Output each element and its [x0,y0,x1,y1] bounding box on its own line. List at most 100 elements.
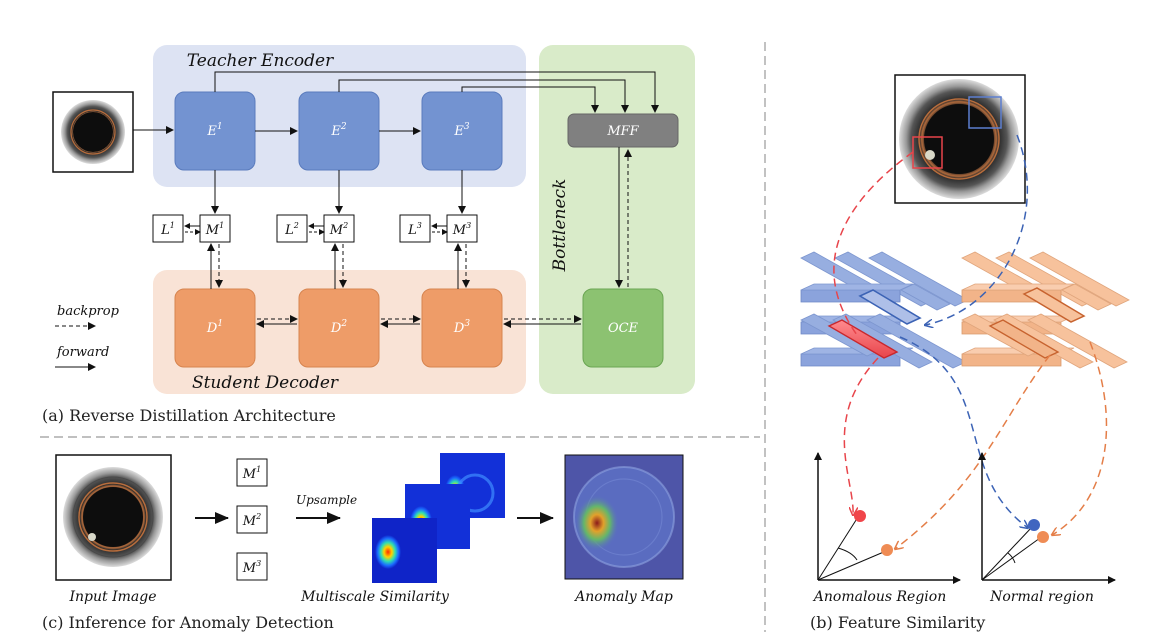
svg-text:M1: M1 [242,465,261,482]
d1-base: D [206,321,218,336]
oce-label: OCE [608,321,639,336]
anomaly-map [564,454,684,580]
input-image [55,454,172,581]
decoder-d3: D3 [421,288,503,368]
panel-c-caption: (c) Inference for Anomaly Detection [42,613,334,632]
orange-highlight-bottom [988,319,1060,359]
m3-block: M3 [446,214,478,243]
inference-m1: M1 [236,458,268,487]
encoder-e1: E1 [174,91,256,171]
e1-sup: 1 [217,122,223,132]
e3-base: E [453,124,464,139]
svg-text:L1: L1 [160,221,175,238]
input-image-label: Input Image [68,589,156,605]
svg-text:D1: D1 [206,319,223,336]
highlight-bar-normal [858,289,922,325]
input-thumbnail [52,91,134,173]
blue-connector-top [925,134,1029,325]
l1-base: L [160,223,170,238]
svg-text:D3: D3 [453,319,470,336]
anomalous-student-point [881,544,893,556]
m3-sup: 3 [466,221,471,230]
normal-student-point [1037,531,1049,543]
highlight-bar-anomalous [827,319,899,359]
multiscale-label: Multiscale Similarity [300,589,450,605]
inf-m2-sup: 2 [255,512,261,521]
upsample-label: Upsample [296,493,357,507]
svg-text:M3: M3 [452,221,471,238]
svg-text:M1: M1 [205,221,224,238]
inference-m2: M2 [236,505,268,534]
l2-block: L2 [276,214,308,243]
mff-label: MFF [606,124,639,139]
l2-sup: 2 [293,221,299,230]
d1-sup: 1 [217,319,223,329]
d2-base: D [330,321,342,336]
orange-highlight-top [1022,287,1086,323]
panel-b-caption: (b) Feature Similarity [810,613,985,632]
query-image [894,74,1026,204]
heatmap-scale-1 [372,518,437,583]
anomaly-map-label: Anomaly Map [573,589,673,605]
blue-connector-bottom [899,336,1028,528]
e2-base: E [330,124,341,139]
l3-sup: 3 [417,221,422,230]
svg-text:M2: M2 [329,221,348,238]
decoder-d1: D1 [174,288,256,368]
student-feature-grid [961,251,1130,369]
l3-base: L [407,223,417,238]
m2-base: M [329,223,344,238]
d3-sup: 3 [464,319,470,329]
d3-base: D [453,321,465,336]
inf-m3-sup: 3 [256,559,261,568]
decoder-d2: D2 [298,288,380,368]
d2-sup: 2 [340,319,347,329]
svg-text:E2: E2 [330,122,347,139]
l1-sup: 1 [170,221,175,230]
m2-block: M2 [323,214,355,243]
m2-sup: 2 [342,221,348,230]
e3-sup: 3 [464,122,470,132]
m1-base: M [205,223,220,238]
e1-base: E [206,124,217,139]
panel-feature-similarity: Anomalous Region Normal region (b) Featu… [800,74,1130,632]
teacher-feature-grid [800,251,969,369]
student-decoder-title: Student Decoder [192,373,339,393]
m1-sup: 1 [219,221,224,230]
m1-block: M1 [199,214,231,243]
inf-m2-base: M [242,514,257,529]
svg-text:E3: E3 [453,122,470,139]
legend-backprop-label: backprop [57,304,120,319]
normal-teacher-point [1028,519,1040,531]
red-connector-top [833,151,914,336]
orange-connector-left [895,354,1051,549]
inf-m3-base: M [242,561,257,576]
svg-text:E1: E1 [206,122,222,139]
normal-vector-plot [978,452,1116,584]
inference-m3: M3 [236,552,268,581]
svg-text:D2: D2 [330,319,347,336]
legend-forward-label: forward [56,345,109,360]
encoder-e3: E3 [421,91,503,171]
svg-text:L2: L2 [284,221,299,238]
normal-region-label: Normal region [989,589,1094,605]
teacher-encoder-title: Teacher Encoder [187,51,334,71]
normal-region-box [968,96,1002,129]
panel-a-caption: (a) Reverse Distillation Architecture [42,406,336,425]
mff-block: MFF [567,113,679,148]
panel-inference: Input Image M1 M2 M3 Upsample [42,453,684,632]
red-connector-bottom [843,357,879,515]
bottleneck-title: Bottleneck [550,179,570,273]
m3-base: M [452,223,467,238]
svg-text:M2: M2 [242,512,261,529]
svg-text:L3: L3 [407,221,422,238]
inf-m1-sup: 1 [256,465,261,474]
panel-reverse-distillation: Teacher Encoder Student Decoder Bottlene… [42,45,695,425]
l1-block: L1 [152,214,184,243]
heatmap-stack [372,453,505,583]
anomalous-vector-plot [814,452,961,584]
anomalous-region-label: Anomalous Region [812,589,946,605]
oce-block: OCE [582,288,664,368]
l2-base: L [284,223,294,238]
l3-block: L3 [399,214,431,243]
